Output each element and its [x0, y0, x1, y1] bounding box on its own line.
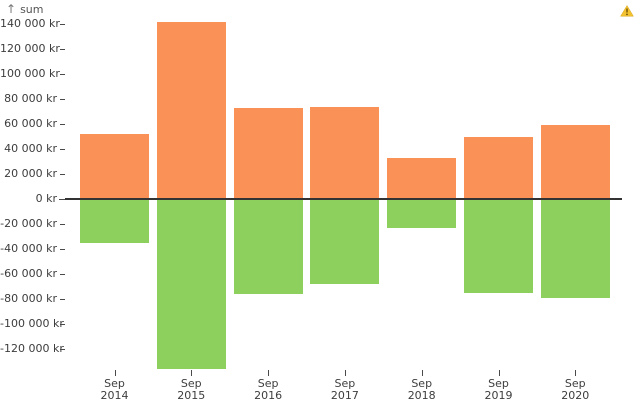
- bar-positive-sep-2019[interactable]: [464, 136, 533, 199]
- x-tick-mark: [421, 370, 423, 376]
- y-tick-label: 40 000 kr: [4, 142, 57, 155]
- x-tick-label: Sep 2018: [407, 377, 436, 402]
- x-tick-mark: [268, 370, 270, 376]
- y-tick-label: 140 000 kr: [0, 17, 60, 30]
- bar-positive-sep-2015[interactable]: [156, 21, 226, 199]
- y-tick-label: -60 000 kr: [0, 267, 57, 280]
- bar-negative-sep-2020[interactable]: [540, 199, 610, 298]
- bar-negative-sep-2016[interactable]: [233, 199, 303, 294]
- y-tick-mark: [60, 224, 65, 225]
- up-arrow-icon: ↑: [6, 2, 17, 16]
- bar-negative-sep-2015[interactable]: [156, 199, 226, 369]
- x-tick-label: Sep 2015: [177, 377, 206, 402]
- bar-negative-sep-2018[interactable]: [387, 199, 457, 228]
- y-axis-title-label: sum: [20, 2, 44, 16]
- y-tick-mark: [59, 199, 66, 200]
- y-tick-mark: [60, 274, 65, 275]
- y-tick-mark: [60, 74, 65, 75]
- y-tick-mark: [60, 124, 65, 125]
- bar-positive-sep-2020[interactable]: [540, 125, 610, 199]
- zero-axis-line: [65, 198, 622, 200]
- bar-positive-sep-2016[interactable]: [233, 107, 303, 199]
- y-tick-label: 80 000 kr: [4, 92, 57, 105]
- y-tick-mark: [60, 99, 65, 100]
- x-tick-label: Sep 2014: [100, 377, 129, 402]
- y-tick-label: 60 000 kr: [4, 117, 57, 130]
- x-tick-mark: [344, 370, 346, 376]
- y-axis-title: ↑ sum: [6, 2, 43, 16]
- y-tick-label: 100 000 kr: [0, 67, 60, 80]
- y-tick-label: -20 000 kr: [0, 217, 57, 230]
- y-tick-mark: [60, 324, 65, 325]
- y-tick-label: -100 000 kr: [0, 317, 64, 330]
- y-tick-mark: [60, 174, 65, 175]
- y-tick-mark: [60, 249, 65, 250]
- y-tick-label: 0 kr: [35, 192, 57, 205]
- y-tick-label: 20 000 kr: [4, 167, 57, 180]
- bar-positive-sep-2017[interactable]: [310, 106, 380, 199]
- y-tick-mark: [60, 24, 65, 25]
- x-tick-mark: [575, 370, 577, 376]
- y-tick-mark: [60, 49, 65, 50]
- y-tick-label: -40 000 kr: [0, 242, 57, 255]
- x-tick-mark: [498, 370, 500, 376]
- bar-negative-sep-2019[interactable]: [464, 199, 533, 293]
- warning-icon[interactable]: [620, 2, 634, 17]
- y-tick-label: -120 000 kr: [0, 342, 64, 355]
- x-tick-label: Sep 2016: [254, 377, 283, 402]
- y-tick-label: -80 000 kr: [0, 292, 57, 305]
- bar-positive-sep-2014[interactable]: [80, 134, 149, 199]
- x-tick-label: Sep 2019: [484, 377, 513, 402]
- y-tick-mark: [60, 149, 65, 150]
- y-tick-mark: [60, 299, 65, 300]
- y-tick-mark: [60, 349, 65, 350]
- bar-negative-sep-2017[interactable]: [310, 199, 380, 284]
- bar-negative-sep-2014[interactable]: [80, 199, 149, 243]
- bar-positive-sep-2018[interactable]: [387, 157, 457, 199]
- x-tick-label: Sep 2020: [561, 377, 590, 402]
- x-tick-mark: [114, 370, 116, 376]
- x-tick-mark: [191, 370, 193, 376]
- x-tick-label: Sep 2017: [330, 377, 359, 402]
- y-tick-label: 120 000 kr: [0, 42, 60, 55]
